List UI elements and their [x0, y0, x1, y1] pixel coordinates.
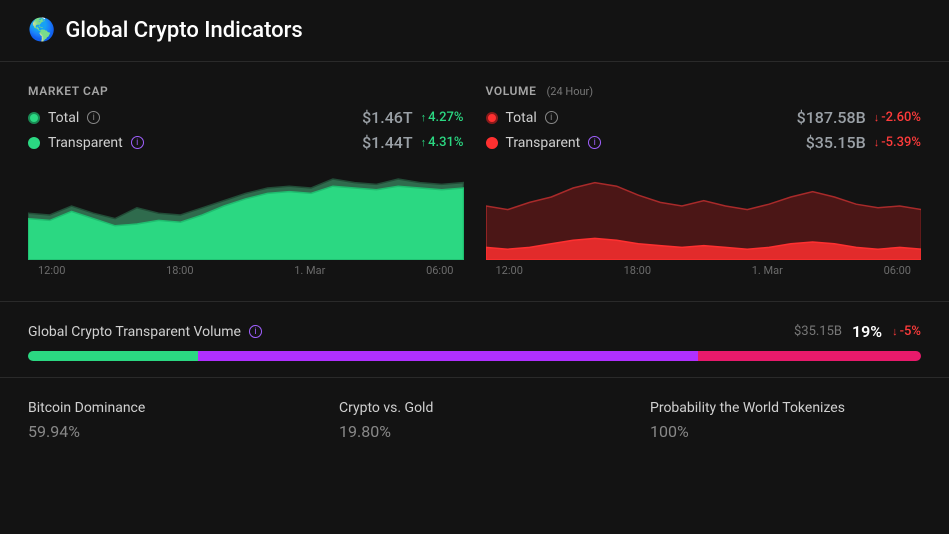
volume-total-value: $187.58B	[797, 108, 866, 127]
marketcap-transparent-label: Transparent	[48, 135, 123, 151]
globe-icon: 🌎	[28, 18, 55, 43]
marketcap-transparent-row: Transparent i $1.44T ↑4.31%	[28, 133, 464, 152]
info-icon[interactable]: i	[87, 111, 100, 124]
marketcap-chart	[28, 170, 464, 260]
axis-label: 1. Mar	[752, 264, 783, 277]
volume-transparent-label: Transparent	[506, 135, 581, 151]
volume-transparent-dot	[486, 137, 498, 149]
volume-total-dot	[486, 112, 498, 124]
gctv-bar	[28, 351, 921, 361]
volume-total-label: Total	[506, 110, 537, 126]
page-title: Global Crypto Indicators	[65, 18, 302, 43]
volume-title: VOLUME	[486, 84, 537, 98]
stat-bitcoin-dominance: Bitcoin Dominance 59.94%	[28, 400, 299, 441]
page-header: 🌎 Global Crypto Indicators	[0, 0, 949, 62]
volume-axis: 12:00 18:00 1. Mar 06:00	[486, 260, 922, 277]
arrow-up-icon: ↑	[421, 111, 427, 124]
marketcap-total-change: ↑4.27%	[421, 110, 464, 125]
gctv-change: ↓-5%	[892, 324, 921, 339]
volume-subtitle: (24 Hour)	[547, 85, 594, 98]
axis-label: 18:00	[166, 264, 193, 277]
volume-panel: VOLUME (24 Hour) Total i $187.58B ↓-2.60…	[486, 84, 922, 277]
stat-world-tokenizes: Probability the World Tokenizes 100%	[650, 400, 921, 441]
info-icon[interactable]: i	[588, 136, 601, 149]
volume-total-change: ↓-2.60%	[874, 110, 921, 125]
info-icon[interactable]: i	[249, 325, 262, 338]
axis-label: 12:00	[38, 264, 65, 277]
stat-title: Probability the World Tokenizes	[650, 400, 921, 416]
stat-value: 19.80%	[339, 422, 610, 441]
gctv-section: Global Crypto Transparent Volume i $35.1…	[0, 302, 949, 377]
marketcap-total-dot	[28, 112, 40, 124]
arrow-down-icon: ↓	[892, 325, 898, 338]
marketcap-transparent-dot	[28, 137, 40, 149]
bottom-stats: Bitcoin Dominance 59.94% Crypto vs. Gold…	[0, 377, 949, 463]
axis-label: 12:00	[496, 264, 523, 277]
volume-transparent-value: $35.15B	[806, 133, 866, 152]
bar-segment	[198, 351, 698, 361]
axis-label: 06:00	[884, 264, 911, 277]
gctv-value: $35.15B	[794, 324, 842, 339]
volume-total-row: Total i $187.58B ↓-2.60%	[486, 108, 922, 127]
stat-title: Bitcoin Dominance	[28, 400, 299, 416]
volume-transparent-change: ↓-5.39%	[874, 135, 921, 150]
arrow-down-icon: ↓	[874, 111, 880, 124]
panels-row: MARKET CAP Total i $1.46T ↑4.27% Transpa…	[0, 62, 949, 277]
axis-label: 18:00	[624, 264, 651, 277]
info-icon[interactable]: i	[131, 136, 144, 149]
gctv-title: Global Crypto Transparent Volume	[28, 324, 241, 340]
marketcap-transparent-value: $1.44T	[362, 133, 413, 152]
marketcap-total-label: Total	[48, 110, 79, 126]
bar-segment	[698, 351, 921, 361]
axis-label: 06:00	[426, 264, 453, 277]
gctv-pct: 19%	[852, 322, 882, 341]
marketcap-panel: MARKET CAP Total i $1.46T ↑4.27% Transpa…	[28, 84, 464, 277]
volume-transparent-row: Transparent i $35.15B ↓-5.39%	[486, 133, 922, 152]
marketcap-axis: 12:00 18:00 1. Mar 06:00	[28, 260, 464, 277]
bar-segment	[28, 351, 198, 361]
stat-crypto-vs-gold: Crypto vs. Gold 19.80%	[339, 400, 610, 441]
arrow-up-icon: ↑	[421, 136, 427, 149]
stat-value: 100%	[650, 422, 921, 441]
stat-value: 59.94%	[28, 422, 299, 441]
marketcap-total-value: $1.46T	[362, 108, 413, 127]
arrow-down-icon: ↓	[874, 136, 880, 149]
marketcap-title: MARKET CAP	[28, 84, 108, 98]
marketcap-total-row: Total i $1.46T ↑4.27%	[28, 108, 464, 127]
stat-title: Crypto vs. Gold	[339, 400, 610, 416]
volume-chart	[486, 170, 922, 260]
axis-label: 1. Mar	[294, 264, 325, 277]
info-icon[interactable]: i	[545, 111, 558, 124]
marketcap-transparent-change: ↑4.31%	[421, 135, 464, 150]
